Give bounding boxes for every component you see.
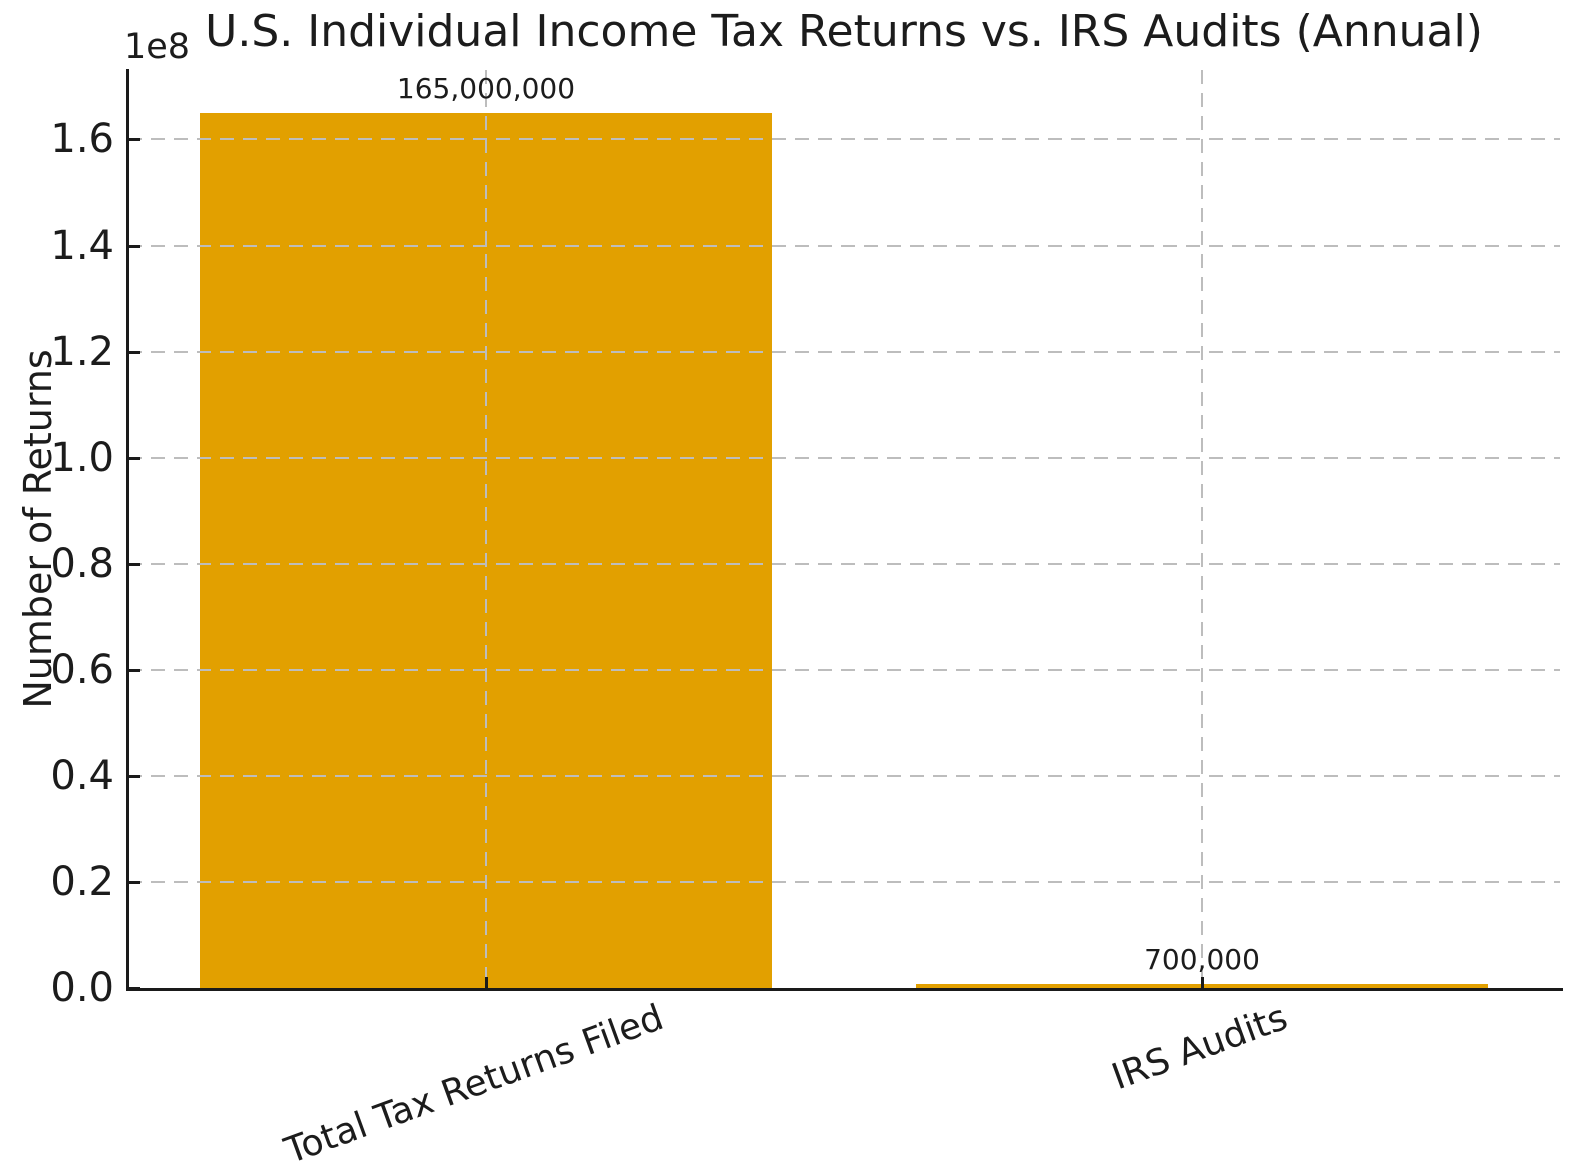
y-tick-label: 0.2 [50,858,114,905]
y-gridline [128,562,1560,565]
y-gridline [128,138,1560,141]
y-axis-offset-text: 1e8 [124,27,191,67]
x-tick-mark [485,977,488,988]
y-tick-mark [128,880,140,884]
y-tick-label: 1.6 [50,116,114,163]
x-gridline [1201,70,1203,988]
x-tick-label: Total Tax Returns Filed [279,997,669,1172]
bar-value-label: 165,000,000 [396,72,576,105]
y-tick-mark [128,244,140,248]
x-axis-spine [126,988,1563,991]
x-tick-label: IRS Audits [1107,997,1294,1099]
bar-value-label: 700,000 [1144,943,1260,976]
y-tick-label: 0.0 [50,965,114,1011]
y-gridline [128,668,1560,671]
chart-title: U.S. Individual Income Tax Returns vs. I… [205,6,1483,57]
y-gridline [128,244,1560,247]
y-tick-mark [128,774,140,778]
y-axis-spine [126,69,129,991]
y-tick-label: 1.0 [50,434,114,481]
y-tick-label: 0.4 [50,752,114,799]
y-tick-mark [128,350,140,354]
x-tick-mark [1201,977,1204,988]
y-gridline [128,774,1560,777]
plot-area: 0.0 0.2 0.4 0.6 0.8 1.0 1.2 1.4 1.6 165,000,000 To… [50,70,1560,1172]
y-gridline [128,880,1560,883]
x-gridline [485,70,487,988]
y-tick-label: 0.6 [50,646,114,693]
y-tick-label: 1.2 [50,328,114,375]
y-tick-mark [128,562,140,566]
y-tick-mark [128,987,140,990]
y-gridline [128,456,1560,459]
y-tick-label: 1.4 [50,222,114,269]
y-gridline [128,350,1560,353]
chart-figure: U.S. Individual Income Tax Returns vs. I… [16,6,1563,1172]
y-tick-label: 0.8 [50,540,114,587]
y-tick-mark [128,138,140,142]
y-tick-mark [128,456,140,460]
y-tick-mark [128,668,140,672]
